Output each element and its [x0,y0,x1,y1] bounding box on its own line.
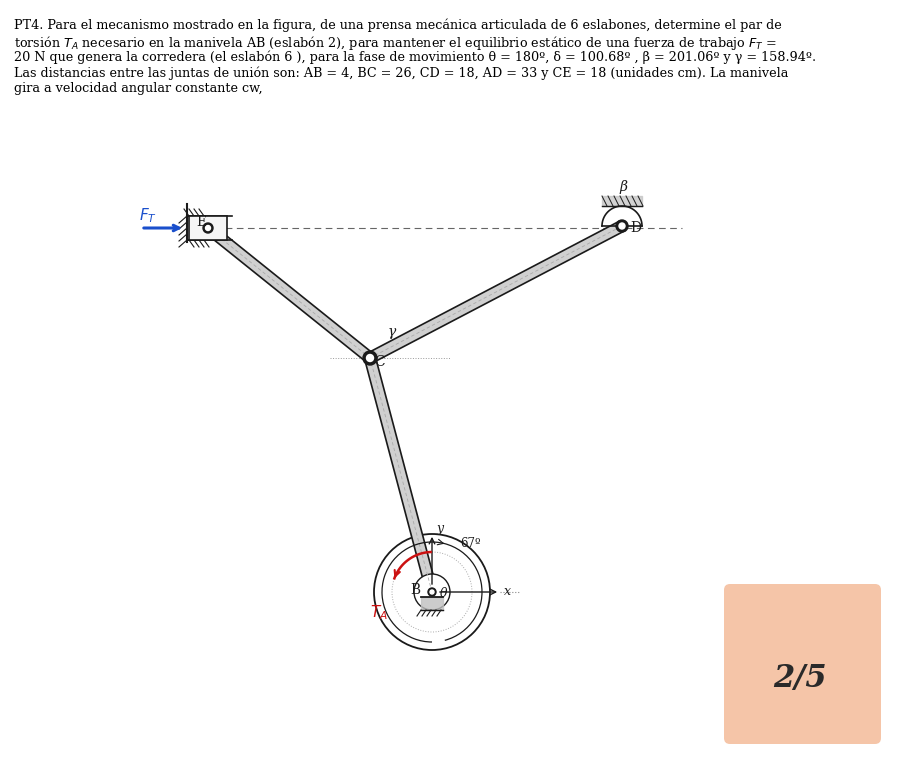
Circle shape [616,220,628,232]
Polygon shape [368,221,624,363]
Text: Las distancias entre las juntas de unión son: AB = 4, BC = 26, CD = 18, AD = 33 : Las distancias entre las juntas de unión… [14,66,788,79]
Bar [189,216,227,240]
Text: y: y [436,522,443,535]
Circle shape [428,588,436,596]
Text: C: C [374,355,385,369]
Circle shape [430,590,434,594]
Text: PT4. Para el mecanismo mostrado en la figura, de una prensa mecánica articulada : PT4. Para el mecanismo mostrado en la fi… [14,18,782,31]
Polygon shape [365,357,438,594]
Text: torsión $\mathit{T_A}$ necesario en la manivela AB (eslabón 2), para mantener el: torsión $\mathit{T_A}$ necesario en la m… [14,34,777,52]
Text: 67º: 67º [460,537,481,550]
Circle shape [367,354,373,361]
Circle shape [203,223,213,233]
Text: 20 N que genera la corredera (el eslabón 6 ), para la fase de movimiento θ = 180: 20 N que genera la corredera (el eslabón… [14,50,816,63]
Text: $\mathit{T_A}$: $\mathit{T_A}$ [370,603,388,622]
Text: $\mathit{F_T}$: $\mathit{F_T}$ [139,206,157,225]
Circle shape [619,223,625,229]
Circle shape [205,226,211,230]
Text: E: E [196,215,206,229]
Text: β: β [619,180,627,194]
Circle shape [374,534,490,650]
Text: gira a velocidad angular constante cw,: gira a velocidad angular constante cw, [14,82,263,95]
FancyBboxPatch shape [724,584,881,744]
Text: B: B [410,583,420,597]
Text: θ: θ [440,587,448,600]
Text: x: x [504,585,511,598]
Polygon shape [205,224,373,362]
Circle shape [414,574,450,610]
Text: 2/5: 2/5 [773,662,827,693]
Text: γ: γ [388,325,396,339]
Text: D: D [630,221,641,235]
Circle shape [363,351,377,365]
